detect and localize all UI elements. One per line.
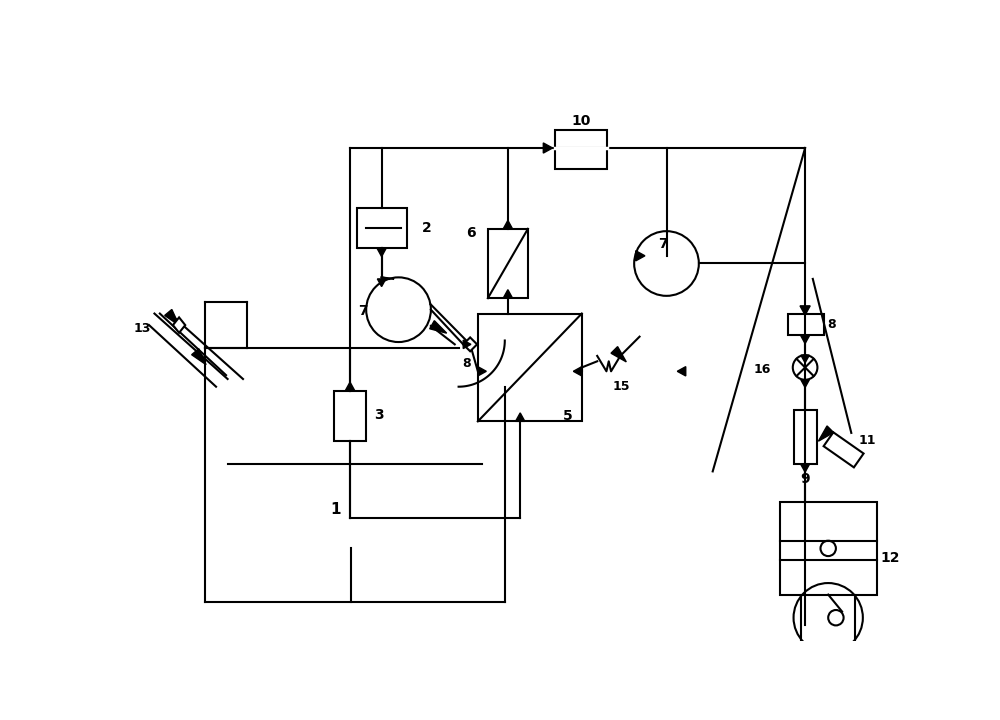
Bar (357, 208, 407, 248)
Polygon shape (543, 143, 553, 153)
Bar (788, 313, 824, 335)
Polygon shape (824, 432, 864, 467)
Polygon shape (345, 382, 355, 390)
Polygon shape (800, 306, 810, 315)
Polygon shape (636, 251, 645, 261)
Polygon shape (503, 220, 513, 229)
Text: 15: 15 (613, 380, 630, 393)
Bar (555, 130, 607, 168)
Bar (478, 313, 582, 421)
Polygon shape (463, 338, 477, 351)
Polygon shape (192, 348, 206, 365)
Text: 2: 2 (422, 221, 431, 235)
Text: 6: 6 (466, 225, 476, 240)
Text: 8: 8 (827, 318, 836, 330)
Text: 12: 12 (881, 551, 900, 564)
Polygon shape (516, 413, 525, 421)
Polygon shape (430, 320, 447, 333)
Polygon shape (503, 289, 513, 298)
Text: 7: 7 (358, 305, 368, 318)
Text: 3: 3 (374, 408, 384, 422)
Polygon shape (611, 346, 626, 362)
Polygon shape (173, 318, 185, 333)
Text: 11: 11 (859, 434, 876, 447)
Text: 10: 10 (571, 114, 591, 128)
Polygon shape (165, 310, 179, 325)
Text: 8: 8 (462, 357, 471, 370)
Bar (488, 229, 528, 298)
Text: 7: 7 (658, 238, 667, 251)
Text: 1: 1 (330, 503, 341, 518)
Polygon shape (377, 279, 386, 287)
Polygon shape (800, 335, 810, 343)
Polygon shape (801, 355, 809, 363)
Polygon shape (818, 426, 834, 441)
Polygon shape (800, 464, 810, 472)
Polygon shape (463, 340, 471, 348)
Polygon shape (801, 379, 809, 387)
Text: 5: 5 (563, 409, 572, 423)
Bar (780, 502, 877, 595)
Bar (334, 390, 366, 441)
Polygon shape (573, 366, 582, 376)
Text: 13: 13 (133, 323, 151, 336)
Polygon shape (478, 366, 486, 376)
Text: 9: 9 (800, 472, 810, 486)
Bar (794, 410, 817, 464)
Polygon shape (377, 248, 386, 256)
Text: 16: 16 (753, 364, 770, 377)
Polygon shape (677, 366, 686, 376)
